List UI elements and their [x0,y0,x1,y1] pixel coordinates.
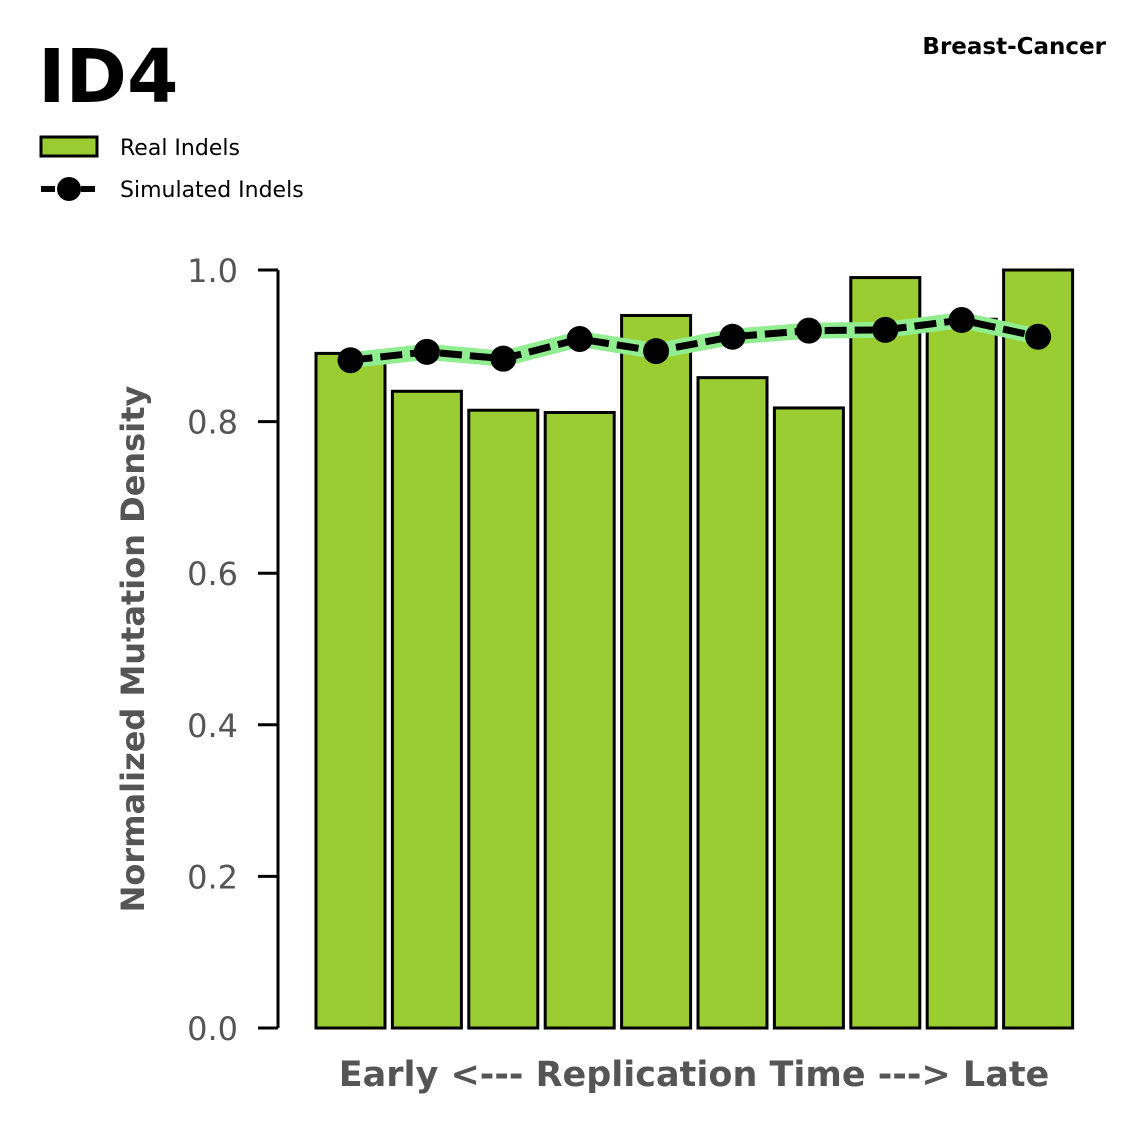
bars-group [314,268,1075,1030]
simulated-indels-line [350,316,1039,364]
simulated-indels-point-10 [1025,323,1052,350]
simulated-indels-point-1 [337,347,364,374]
legend-swatch-real-indels [39,135,99,158]
y-axis-label: Normalized Mutation Density [114,386,152,913]
simulated-line-group [337,307,1052,374]
simulated-indels-point-8 [872,316,899,343]
simulated-indels-point-4 [566,325,593,352]
bar-real-indels-9 [925,317,998,1030]
simulated-indels-point-2 [413,338,440,365]
bar-real-indels-2 [390,389,463,1030]
chart-title: ID4 [38,34,178,120]
bar-real-indels-3 [467,408,540,1030]
bar-real-indels-6 [696,376,769,1030]
bar-real-indels-8 [849,276,922,1030]
bar-real-indels-1 [314,351,387,1030]
legend-marker-simulated-indels [57,177,81,201]
y-tick-label-4: 0.8 [187,404,238,442]
legend-label-real-indels: Real Indels [120,136,240,161]
y-tick-label-1: 0.2 [187,858,238,896]
bar-real-indels-10 [1002,268,1075,1030]
y-tick-label-2: 0.4 [187,707,238,745]
y-tick-label-0: 0.0 [187,1010,238,1048]
legend-label-simulated-indels: Simulated Indels [120,178,304,203]
bar-real-indels-7 [772,406,845,1030]
chart-subtitle: Breast-Cancer [922,34,1106,60]
simulated-indels-point-9 [948,307,975,334]
legend: Real Indels Simulated Indels [39,135,304,203]
y-tick-label-3: 0.6 [187,555,238,593]
bar-real-indels-4 [543,411,616,1030]
simulated-indels-point-5 [643,338,670,365]
y-axis: 0.0 0.2 0.4 0.6 0.8 1.0 [187,252,280,1048]
simulated-indels-point-3 [490,345,517,372]
simulated-indels-point-7 [795,317,822,344]
bar-real-indels-5 [620,313,693,1030]
simulated-indels-point-6 [719,323,746,350]
y-tick-label-5: 1.0 [187,252,238,290]
x-axis-label: Early <--- Replication Time ---> Late [339,1055,1050,1095]
